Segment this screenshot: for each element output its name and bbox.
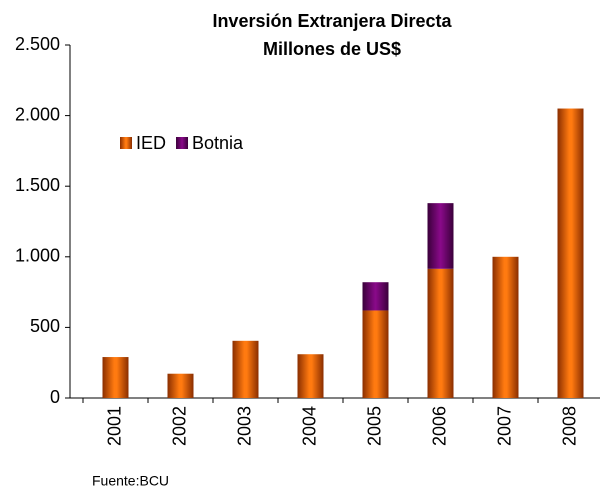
x-tick-label: 2006 <box>429 406 449 446</box>
y-tick-label: 0 <box>50 387 60 407</box>
y-tick-label: 500 <box>30 316 60 336</box>
legend-swatch <box>120 137 132 149</box>
x-tick-label: 2003 <box>234 406 254 446</box>
x-tick-label: 2004 <box>299 406 319 446</box>
x-tick-label: 2001 <box>104 406 124 446</box>
chart-subtitle: Millones de US$ <box>263 39 401 59</box>
bar-segment <box>362 310 389 398</box>
bar-segment <box>167 373 194 398</box>
legend-swatch <box>176 137 189 149</box>
y-tick-label: 2.000 <box>15 104 60 124</box>
y-tick-label: 1.500 <box>15 175 60 195</box>
bar-segment <box>232 340 259 398</box>
bar-segment <box>557 108 584 398</box>
x-tick-label: 2002 <box>169 406 189 446</box>
source: Fuente:BCU <box>92 473 169 489</box>
y-tick-label: 2.500 <box>15 34 60 54</box>
y-tick-label: 1.000 <box>15 246 60 266</box>
x-tick-label: 2008 <box>559 406 579 446</box>
chart-title: Inversión Extranjera Directa <box>212 11 452 31</box>
bar-segment <box>297 354 324 398</box>
bar-segment <box>492 256 519 398</box>
bar-segment <box>362 282 389 311</box>
bar-segment <box>102 357 129 398</box>
bar-segment <box>427 203 454 269</box>
legend-label: Botnia <box>192 133 244 153</box>
bar-segment <box>427 268 454 398</box>
x-tick-label: 2005 <box>364 406 384 446</box>
x-tick-label: 2007 <box>494 406 514 446</box>
legend-label: IED <box>136 133 166 153</box>
